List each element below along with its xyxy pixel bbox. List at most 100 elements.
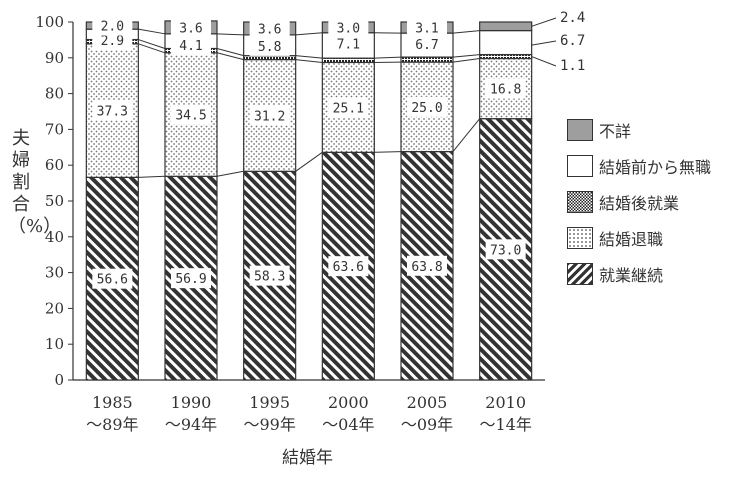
legend-label-unknown: 不詳: [599, 122, 632, 141]
data-label-bg-unknown-3: [328, 17, 369, 38]
connector-line-employed-after-marriage-1: [216, 48, 244, 57]
legend-swatch-unemployed-before-marriage: [567, 155, 593, 177]
right-label-leader-0: [531, 17, 557, 27]
data-label-bg-continued-employment-3: [328, 256, 369, 277]
data-label-bg-unknown-2: [249, 18, 290, 39]
connector-line-unemployed-before-marriage-0: [138, 28, 166, 35]
connector-line-employed-after-marriage-3: [374, 56, 402, 59]
legend-item-unknown: 不詳: [567, 112, 711, 148]
x-tick-label-5-0: 2010: [485, 393, 526, 412]
data-label-quit-at-marriage-4: 25.0: [411, 101, 442, 116]
y-tick-label-100: 100: [35, 13, 64, 31]
data-label-bg-quit-at-marriage-1: [171, 104, 211, 125]
x-tick-label-2-0: 1995: [249, 393, 290, 412]
data-label-continued-employment-4: 63.8: [411, 260, 442, 275]
connector-line-quit-at-marriage-2: [295, 59, 323, 63]
data-label-bg-quit-at-marriage-0: [92, 100, 133, 121]
y-tick-label-30: 30: [45, 264, 64, 282]
data-label-bg-continued-employment-5: [485, 239, 526, 260]
data-label-unknown-1: 3.6: [179, 21, 202, 36]
data-label-quit-at-marriage-1: 34.5: [175, 109, 206, 124]
data-label-unemployed-before-marriage-4: 6.7: [415, 38, 438, 53]
data-label-bg-quit-at-marriage-5: [485, 78, 526, 99]
connector-line-unemployed-before-marriage-4: [452, 30, 480, 34]
y-tick-label-90: 90: [45, 49, 64, 67]
connector-line-employed-after-marriage-0: [138, 39, 166, 49]
y-tick-label-10: 10: [45, 335, 64, 353]
y-tick-label-60: 60: [45, 156, 64, 174]
connector-line-unemployed-before-marriage-1: [216, 33, 244, 36]
bar-employed-after-marriage-4: [400, 56, 454, 63]
right-label-unknown: 2.4: [560, 10, 586, 26]
data-label-bg-quit-at-marriage-3: [328, 97, 369, 118]
legend-label-quit-at-marriage: 結婚退職: [599, 230, 664, 249]
data-label-continued-employment-0: 56.6: [97, 273, 128, 288]
legend-item-continued-employment: 就業継続: [567, 256, 711, 292]
connector-line-quit-at-marriage-4: [452, 58, 480, 63]
bar-unemployed-before-marriage-5: [479, 29, 533, 56]
data-label-bg-unemployed-before-marriage-4: [407, 34, 447, 55]
legend-swatch-continued-employment: [567, 263, 593, 285]
data-label-unknown-3: 3.0: [337, 21, 360, 36]
data-label-continued-employment-3: 63.6: [333, 260, 364, 275]
data-label-bg-unemployed-before-marriage-1: [171, 34, 211, 55]
connector-line-continued-employment-0: [138, 175, 166, 178]
data-label-bg-continued-employment-0: [92, 268, 133, 289]
data-label-bg-unknown-4: [407, 17, 447, 38]
data-label-bg-unknown-1: [171, 17, 211, 38]
data-label-continued-employment-2: 58.3: [254, 270, 285, 285]
data-label-bg-unemployed-before-marriage-2: [249, 35, 290, 56]
x-tick-label-1-1: 〜94年: [165, 415, 217, 434]
data-label-continued-employment-1: 56.9: [175, 272, 206, 287]
data-label-quit-at-marriage-5: 16.8: [490, 83, 521, 98]
connector-line-continued-employment-2: [295, 151, 323, 172]
connector-line-unemployed-before-marriage-2: [295, 32, 323, 36]
data-label-bg-continued-employment-1: [171, 268, 211, 289]
data-label-unemployed-before-marriage-0: 2.9: [101, 34, 124, 49]
data-label-bg-quit-at-marriage-4: [407, 96, 447, 117]
y-axis-label: 夫婦割合（%）: [8, 128, 62, 237]
right-label-unemployed-before-marriage: 6.7: [560, 33, 586, 49]
data-label-unemployed-before-marriage-2: 5.8: [258, 40, 281, 55]
data-label-quit-at-marriage-2: 31.2: [254, 109, 285, 124]
data-label-unknown-4: 3.1: [415, 22, 438, 37]
right-label-leader-1: [531, 40, 557, 46]
data-label-bg-unemployed-before-marriage-3: [328, 33, 369, 54]
x-tick-label-1-0: 1990: [171, 393, 212, 412]
data-label-continued-employment-5: 73.0: [490, 243, 521, 258]
data-label-unemployed-before-marriage-1: 4.1: [179, 39, 202, 54]
connector-line-continued-employment-4: [452, 118, 481, 152]
x-tick-label-3-1: 〜04年: [322, 415, 374, 434]
data-label-bg-continued-employment-2: [249, 265, 290, 286]
data-label-unemployed-before-marriage-3: 7.1: [337, 38, 360, 53]
y-tick-label-20: 20: [45, 299, 64, 317]
legend: 不詳 結婚前から無職 結婚後就業 結婚退職 就業継続: [567, 112, 711, 292]
x-tick-label-4-1: 〜09年: [401, 415, 453, 434]
connector-line-continued-employment-1: [216, 170, 244, 177]
x-tick-label-0-0: 1985: [92, 393, 133, 412]
legend-item-quit-at-marriage: 結婚退職: [567, 220, 711, 256]
connector-line-quit-at-marriage-0: [138, 43, 166, 54]
x-tick-label-2-1: 〜99年: [243, 415, 295, 434]
right-label-employed-after-marriage: 1.1: [560, 58, 586, 74]
x-tick-label-5-1: 〜14年: [479, 415, 531, 434]
legend-item-employed-after-marriage: 結婚後就業: [567, 184, 711, 220]
y-tick-label-70: 70: [45, 120, 64, 138]
y-tick-label-50: 50: [45, 192, 64, 210]
data-label-bg-quit-at-marriage-2: [249, 105, 290, 126]
right-label-leader-2: [531, 56, 557, 67]
y-tick-label-80: 80: [45, 85, 64, 103]
data-label-bg-unknown-0: [92, 15, 133, 36]
bar-unknown-5: [479, 21, 533, 32]
legend-swatch-unknown: [567, 119, 593, 141]
data-label-quit-at-marriage-3: 25.1: [333, 101, 364, 116]
data-label-quit-at-marriage-0: 37.3: [97, 105, 128, 120]
legend-label-employed-after-marriage: 結婚後就業: [599, 194, 680, 213]
data-label-unknown-0: 2.0: [101, 20, 124, 35]
connector-line-employed-after-marriage-4: [452, 54, 480, 58]
y-tick-label-0: 0: [54, 371, 64, 389]
connector-line-quit-at-marriage-1: [216, 52, 244, 61]
x-axis-label: 結婚年: [282, 448, 333, 468]
y-tick-label-40: 40: [45, 228, 64, 246]
legend-item-unemployed-before-marriage: 結婚前から無職: [567, 148, 711, 184]
